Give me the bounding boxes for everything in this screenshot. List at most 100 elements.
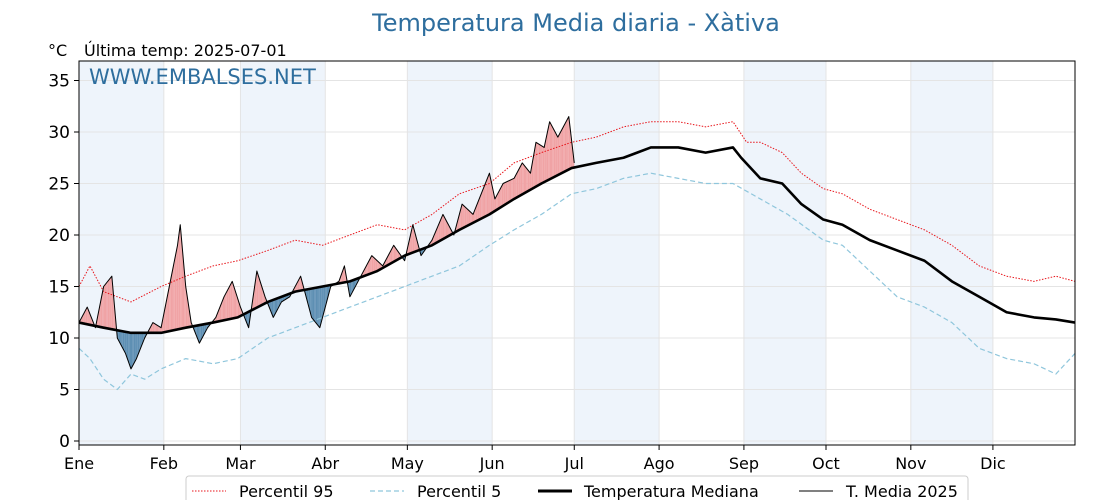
above-median-fill	[260, 283, 263, 306]
x-tick-label: Sep	[729, 454, 759, 473]
above-median-fill	[109, 277, 111, 329]
above-median-fill	[172, 265, 174, 331]
y-tick-label: 25	[48, 175, 70, 195]
legend-label-p95: Percentil 95	[239, 482, 334, 500]
above-median-fill	[552, 126, 554, 178]
above-median-fill	[488, 173, 490, 216]
above-median-fill	[170, 272, 173, 331]
above-median-fill	[185, 286, 188, 328]
above-median-fill	[511, 178, 513, 201]
x-tick-label: Oct	[812, 454, 840, 473]
above-median-fill	[165, 300, 167, 332]
above-median-fill	[556, 134, 558, 176]
above-median-fill	[85, 307, 88, 325]
above-median-fill	[174, 252, 177, 330]
below-median-fill	[312, 288, 315, 321]
below-median-fill	[273, 299, 275, 318]
below-median-fill	[124, 331, 126, 354]
above-median-fill	[438, 220, 441, 242]
above-median-fill	[100, 293, 103, 328]
above-median-fill	[297, 278, 300, 292]
above-median-fill	[518, 168, 520, 197]
above-median-fill	[300, 276, 303, 291]
watermark: WWW.EMBALSES.NET	[89, 65, 316, 89]
below-median-fill	[355, 278, 357, 287]
x-tick-label: May	[391, 454, 424, 473]
below-median-fill	[318, 287, 320, 328]
above-median-fill	[490, 179, 493, 214]
above-median-fill	[483, 183, 486, 218]
above-median-fill	[553, 129, 556, 178]
above-median-fill	[393, 245, 396, 262]
above-median-fill	[87, 307, 89, 325]
above-median-fill	[110, 276, 112, 330]
above-median-fill	[500, 186, 502, 208]
p5-line	[78, 172, 1076, 391]
above-median-fill	[150, 325, 152, 333]
above-median-fill	[505, 181, 508, 205]
above-median-fill	[222, 296, 225, 321]
month-shade	[574, 61, 660, 445]
x-tick-label: Ene	[64, 454, 94, 473]
above-median-fill	[447, 222, 449, 237]
above-median-fill	[464, 206, 467, 228]
above-median-fill	[166, 293, 168, 332]
month-shade	[743, 61, 826, 445]
x-tick-label: Feb	[150, 454, 178, 473]
above-median-fill	[256, 271, 259, 308]
above-median-fill	[228, 286, 230, 320]
below-median-fill	[310, 288, 312, 318]
above-median-fill	[259, 279, 261, 307]
below-median-fill	[135, 332, 137, 362]
above-median-fill	[224, 294, 226, 321]
current-year-line	[78, 116, 575, 370]
above-median-fill	[440, 217, 442, 241]
above-median-fill	[389, 250, 391, 265]
above-median-fill	[367, 260, 370, 275]
above-median-fill	[374, 258, 376, 273]
below-median-fill	[322, 286, 324, 318]
series-lines	[78, 116, 1076, 391]
above-median-fill	[107, 279, 110, 329]
above-median-fill	[436, 227, 438, 243]
below-median-fill	[314, 287, 316, 323]
above-median-fill	[529, 171, 531, 191]
above-median-fill	[537, 143, 539, 186]
y-tick-label: 20	[48, 226, 70, 246]
above-median-fill	[371, 255, 374, 274]
above-median-fill	[236, 294, 238, 318]
above-median-fill	[471, 213, 474, 224]
above-median-fill	[156, 325, 159, 333]
y-tick-label: 10	[48, 329, 70, 349]
plot-frame	[78, 60, 1076, 446]
above-median-fill	[555, 132, 557, 177]
above-median-fill	[548, 121, 550, 180]
above-median-fill	[463, 205, 465, 228]
above-median-fill	[154, 323, 156, 333]
above-median-fill	[509, 179, 512, 202]
y-tick-label: 35	[48, 72, 70, 92]
below-median-fill	[202, 324, 204, 338]
above-median-fill	[373, 256, 375, 273]
last-temp-subtitle: Última temp: 2025-07-01	[84, 41, 287, 60]
x-tick-label: Mar	[225, 454, 256, 473]
below-median-fill	[276, 298, 278, 313]
above-median-fill	[533, 150, 535, 189]
above-median-fill	[106, 281, 108, 329]
above-median-fill	[496, 193, 498, 211]
above-median-fill	[475, 204, 478, 222]
y-axis: 0 5 10 15 20 25 30 35	[48, 72, 79, 452]
above-median-fill	[559, 132, 561, 175]
above-median-fill	[466, 207, 468, 227]
x-tick-label: Jun	[479, 454, 505, 473]
above-median-fill	[560, 129, 562, 174]
above-median-fill	[477, 200, 479, 221]
below-median-fill	[323, 285, 326, 313]
above-median-fill	[240, 307, 242, 316]
y-tick-label: 5	[59, 381, 70, 401]
legend-label-p5: Percentil 5	[417, 482, 501, 500]
above-median-fill	[564, 121, 567, 172]
above-median-fill	[258, 275, 260, 307]
below-median-fill	[126, 332, 129, 362]
median-line	[78, 146, 1076, 335]
